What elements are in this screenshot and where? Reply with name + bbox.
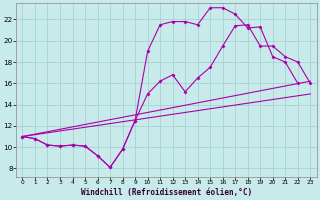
X-axis label: Windchill (Refroidissement éolien,°C): Windchill (Refroidissement éolien,°C): [81, 188, 252, 197]
